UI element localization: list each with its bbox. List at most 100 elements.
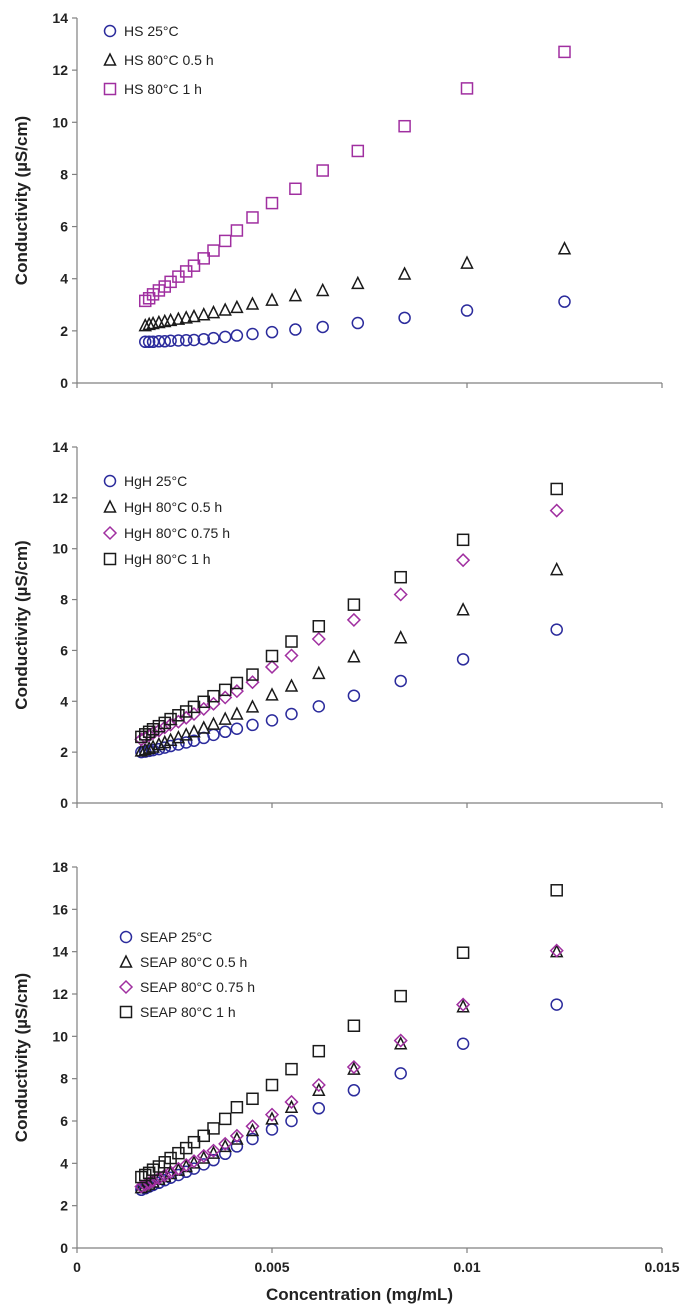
data-point — [265, 1123, 279, 1136]
data-point — [164, 739, 177, 753]
data-point — [187, 259, 201, 272]
data-point — [311, 631, 326, 647]
data-point — [207, 244, 220, 257]
data-point — [245, 1119, 260, 1134]
y-tick-label: 6 — [60, 642, 68, 658]
data-point — [142, 335, 156, 349]
data-point — [347, 689, 361, 702]
y-tick-label: 14 — [52, 944, 68, 960]
data-point — [246, 327, 259, 341]
series-3 — [134, 943, 564, 1194]
series-3 — [139, 45, 571, 308]
data-point — [265, 325, 279, 339]
data-point — [139, 294, 152, 308]
data-point — [197, 1129, 210, 1143]
data-point — [347, 598, 361, 611]
data-point — [179, 310, 193, 324]
data-point — [179, 333, 193, 347]
data-point — [311, 1077, 326, 1093]
legend-entry: HS 80°C 1 h — [124, 81, 202, 97]
legend: SEAP 25°C SEAP 80°C 0.5 h SEAP 80°C 0.75 h… — [118, 929, 255, 1020]
data-point — [163, 312, 178, 327]
data-point — [284, 1094, 299, 1110]
data-point — [393, 1033, 408, 1048]
data-point — [229, 1128, 244, 1143]
data-point — [456, 997, 471, 1012]
data-point — [549, 943, 564, 958]
data-point — [196, 1148, 211, 1163]
data-point — [207, 331, 220, 345]
data-point — [351, 316, 365, 330]
y-tick-label: 0 — [60, 1240, 68, 1256]
legend: HgH 25°C HgH 80°C 0.5 h HgH 80°C 0.75 h HgH… — [102, 473, 230, 567]
data-point — [316, 320, 329, 334]
y-tick-label: 8 — [60, 592, 68, 608]
data-point — [351, 275, 365, 290]
data-point — [346, 612, 361, 627]
legend-marker — [103, 52, 117, 66]
y-tick-label: 4 — [60, 1155, 68, 1171]
data-point — [285, 707, 298, 721]
data-point — [187, 1135, 201, 1149]
data-point — [245, 296, 260, 310]
y-tick-label: 10 — [52, 541, 68, 557]
data-point — [171, 729, 186, 744]
data-point — [207, 1122, 220, 1135]
data-point — [230, 224, 244, 237]
data-point — [230, 299, 244, 314]
y-tick-label: 2 — [60, 744, 68, 760]
data-point — [265, 1111, 279, 1125]
y-tick-label: 12 — [52, 62, 68, 78]
data-point — [265, 292, 279, 306]
data-point — [246, 1132, 259, 1146]
legend-entry: SEAP 25°C — [140, 929, 212, 945]
data-point — [218, 234, 232, 248]
data-point — [315, 282, 330, 297]
data-point — [312, 665, 326, 680]
y-tick-label: 14 — [52, 10, 68, 26]
data-point — [347, 1084, 361, 1097]
data-point — [218, 683, 232, 697]
legend-entry: HgH 25°C — [124, 473, 187, 489]
data-point — [312, 1082, 326, 1097]
data-point — [285, 1114, 298, 1128]
data-point — [230, 676, 244, 690]
data-point — [265, 687, 279, 701]
data-point — [347, 649, 361, 663]
data-point — [246, 1092, 259, 1106]
data-point — [284, 648, 299, 663]
data-point — [230, 706, 244, 720]
data-point — [456, 602, 470, 616]
legend-marker — [119, 954, 133, 968]
data-point — [284, 678, 299, 692]
y-tick-label: 0 — [60, 375, 68, 391]
data-point — [135, 1170, 148, 1184]
data-point — [164, 334, 177, 348]
y-axis-label: Conductivity (µS/cm) — [12, 973, 31, 1142]
data-point — [172, 709, 185, 722]
data-point — [218, 690, 233, 705]
legend-marker — [103, 24, 117, 38]
data-point — [206, 716, 221, 730]
data-point — [456, 533, 470, 547]
data-point — [218, 711, 232, 725]
data-point — [206, 304, 221, 319]
legend-marker — [103, 552, 117, 566]
legend-entry: HS 80°C 0.5 h — [124, 52, 214, 68]
data-point — [218, 1147, 232, 1161]
data-point — [550, 482, 563, 496]
y-tick-label: 12 — [52, 986, 68, 1002]
legend-entry: HgH 80°C 0.5 h — [124, 499, 222, 515]
data-point — [394, 674, 407, 688]
data-point — [265, 714, 279, 727]
y-tick-label: 0 — [60, 795, 68, 811]
data-point — [197, 720, 211, 734]
data-point — [550, 998, 563, 1011]
data-point — [218, 330, 232, 344]
data-point — [229, 684, 244, 699]
legend-entry: SEAP 80°C 0.75 h — [140, 979, 255, 995]
chart-panel-3: 0 2 4 6 8 10 12 14 16 18 0 0.005 0.01 0.015 Conductivi… — [12, 859, 680, 1304]
y-axis-label: Conductivity (µS/cm) — [12, 540, 31, 709]
data-point — [246, 718, 259, 732]
data-point — [312, 1044, 326, 1058]
